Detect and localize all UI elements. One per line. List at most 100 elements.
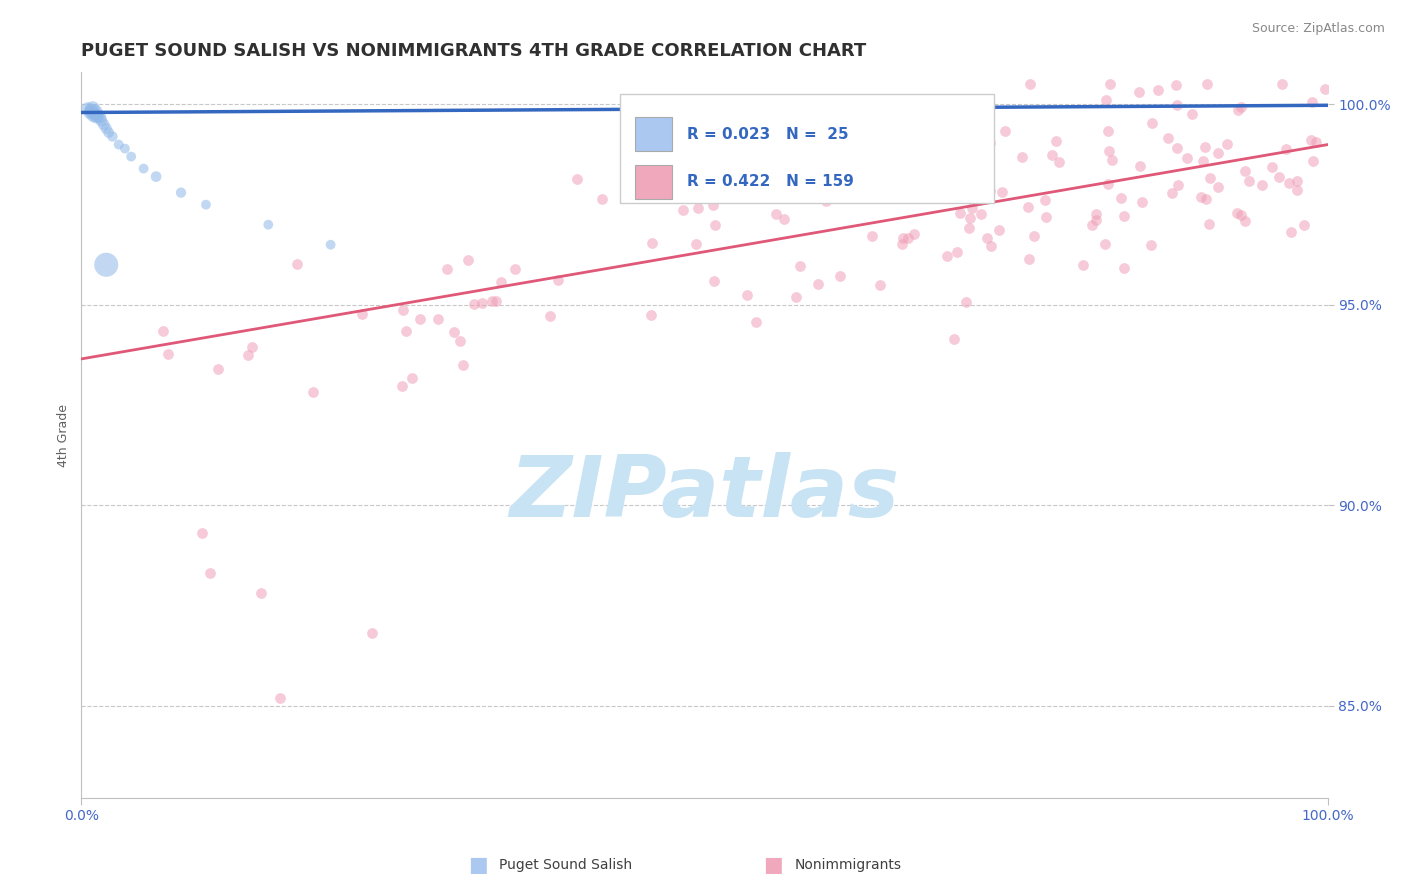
Point: [436, 262, 458, 277]
Point: [948, 205, 970, 219]
Point: [735, 288, 758, 302]
Point: [1157, 131, 1180, 145]
Point: [869, 277, 891, 292]
Point: [1166, 98, 1188, 112]
Point: [90, 113, 112, 128]
Point: [1047, 155, 1070, 169]
Point: [1192, 154, 1215, 169]
Point: [1097, 177, 1119, 191]
Point: [547, 273, 569, 287]
Point: [145, 169, 167, 184]
Point: [974, 177, 997, 191]
Text: ■: ■: [468, 855, 488, 875]
Point: [1130, 194, 1153, 209]
Point: [1251, 178, 1274, 193]
Point: [391, 379, 413, 393]
Point: [194, 197, 217, 211]
Point: [463, 297, 485, 311]
Point: [979, 185, 1001, 199]
Point: [1073, 258, 1095, 272]
Point: [1101, 153, 1123, 167]
Point: [814, 194, 837, 208]
Point: [1286, 174, 1309, 188]
Point: [811, 145, 834, 159]
Point: [935, 249, 957, 263]
Point: [1197, 78, 1219, 92]
Point: [987, 223, 1010, 237]
Point: [1275, 142, 1298, 156]
Point: [1198, 217, 1220, 231]
Point: [1278, 176, 1301, 190]
Point: [107, 137, 129, 152]
Text: R = 0.023   N =  25: R = 0.023 N = 25: [688, 127, 849, 142]
Point: [702, 198, 724, 212]
Point: [485, 293, 508, 308]
Point: [960, 202, 983, 216]
Point: [1033, 193, 1056, 207]
Point: [1098, 78, 1121, 92]
Point: [395, 325, 418, 339]
Point: [884, 190, 907, 204]
Text: Nonimmigrants: Nonimmigrants: [794, 858, 901, 872]
Point: [84, 110, 107, 124]
Point: [1302, 153, 1324, 168]
Point: [361, 626, 384, 640]
Point: [249, 586, 271, 600]
Point: [1285, 183, 1308, 197]
Point: [80, 103, 103, 118]
Point: [152, 324, 174, 338]
Point: [1146, 83, 1168, 97]
Point: [976, 231, 998, 245]
Point: [922, 178, 945, 192]
Point: [1018, 252, 1040, 266]
Point: [1226, 206, 1249, 220]
Point: [257, 218, 280, 232]
Point: [319, 237, 342, 252]
Point: [391, 302, 413, 317]
Point: [1271, 78, 1294, 92]
Point: [287, 257, 309, 271]
Point: [703, 218, 725, 232]
Point: [1299, 133, 1322, 147]
Point: [807, 277, 830, 291]
Point: [1194, 140, 1216, 154]
Point: [97, 126, 120, 140]
Point: [1018, 78, 1040, 92]
Y-axis label: 4th Grade: 4th Grade: [58, 403, 70, 467]
Point: [1233, 164, 1256, 178]
Point: [1301, 95, 1323, 110]
Point: [1234, 213, 1257, 227]
Point: [685, 236, 707, 251]
Point: [969, 186, 991, 201]
Point: [120, 150, 142, 164]
Point: [1097, 124, 1119, 138]
Point: [89, 111, 111, 125]
Point: [785, 290, 807, 304]
Point: [408, 312, 430, 326]
Text: Puget Sound Salish: Puget Sound Salish: [499, 858, 633, 872]
Point: [198, 566, 221, 581]
Point: [1195, 193, 1218, 207]
Point: [93, 118, 115, 132]
Point: [565, 172, 588, 186]
Point: [1268, 170, 1291, 185]
Point: [1022, 229, 1045, 244]
Point: [915, 164, 938, 178]
Point: [1045, 134, 1067, 148]
Point: [79, 105, 101, 120]
Point: [76, 102, 98, 116]
Point: [170, 186, 193, 200]
Point: [86, 109, 108, 123]
Point: [993, 124, 1015, 138]
Point: [1305, 135, 1327, 149]
Point: [503, 261, 526, 276]
Point: [959, 211, 981, 226]
Point: [1140, 116, 1163, 130]
Point: [957, 221, 980, 235]
Point: [481, 293, 503, 308]
Point: [1128, 85, 1150, 99]
Point: [953, 160, 976, 174]
Point: [955, 294, 977, 309]
Point: [912, 187, 935, 202]
Point: [1189, 190, 1212, 204]
